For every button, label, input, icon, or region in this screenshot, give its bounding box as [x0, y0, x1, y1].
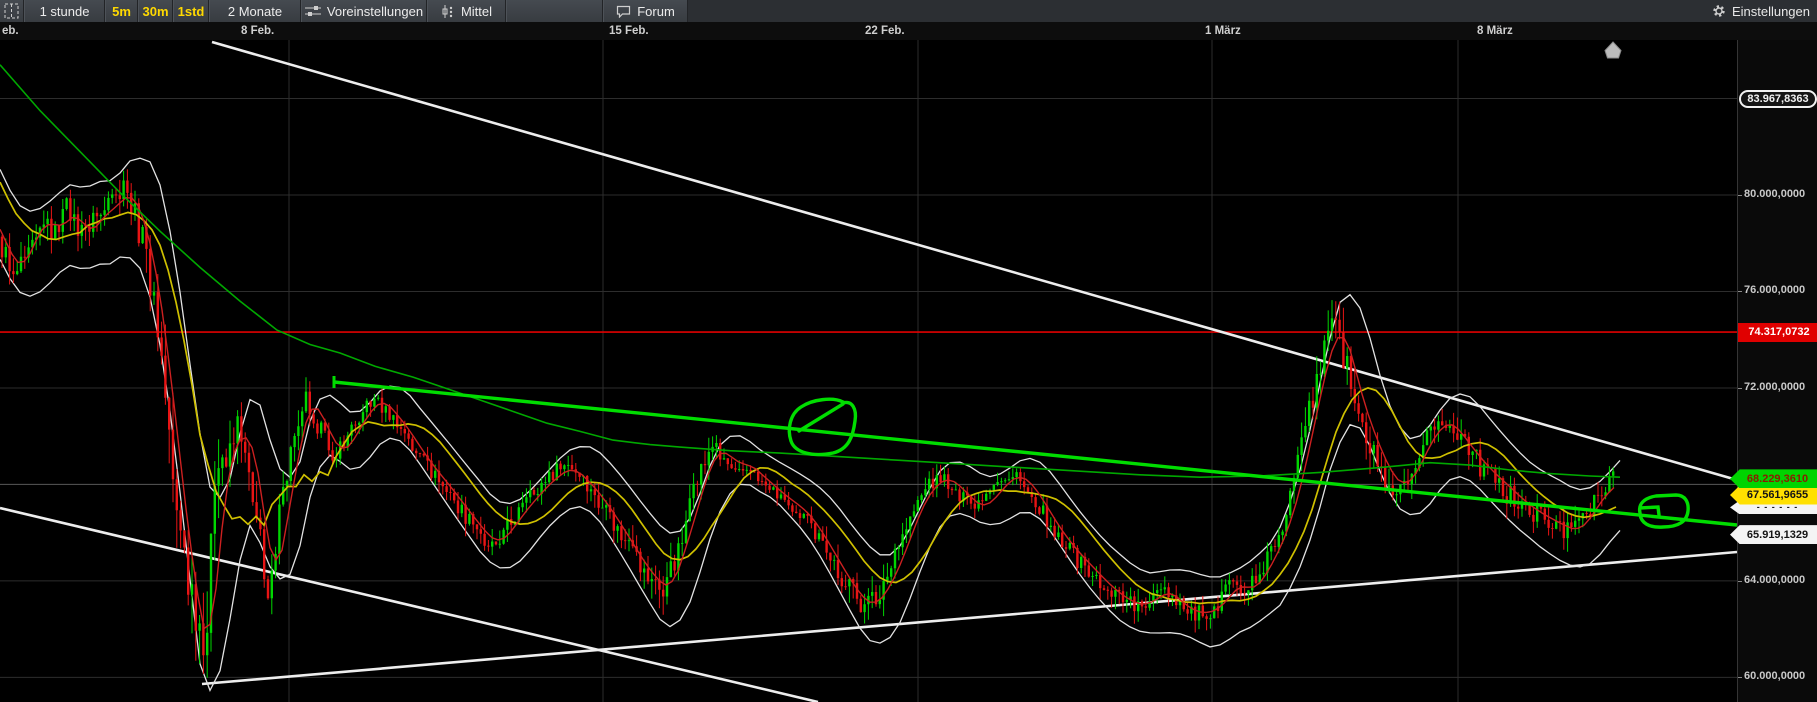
timeframe-label: 1 stunde [39, 3, 90, 19]
indicator-candle-icon [441, 4, 455, 18]
sliders-icon [304, 5, 321, 17]
hand-drawn-circle[interactable] [1637, 493, 1690, 529]
settings-label: Einstellungen [1731, 3, 1810, 19]
price-label: 60.000,0000 [1744, 670, 1806, 683]
ma-yellow [0, 181, 1617, 605]
trendlines [0, 40, 1737, 702]
price-label: 76.000,0000 [1744, 284, 1806, 297]
forum-button[interactable]: Forum [603, 0, 688, 22]
price-axis[interactable]: 80.000,0000 76.000,0000 72.000,0000 64.000,… [1730, 40, 1817, 702]
timeframe-5m-button[interactable]: 5m [105, 0, 138, 22]
price-tag-pill[interactable]: 83.967,8363 [1739, 90, 1817, 109]
date-label: eb. [2, 25, 19, 37]
dashed-grid-icon [3, 3, 21, 19]
axis-tick [1738, 580, 1742, 582]
date-label: 15 Feb. [609, 25, 649, 37]
price-label: 80.000,0000 [1744, 188, 1806, 200]
gridlines [0, 40, 1737, 702]
presets-button[interactable]: Voreinstellungen [301, 0, 427, 22]
timeframe-1std-button[interactable]: 1std [173, 0, 209, 22]
chart-marker-arrow[interactable] [1604, 41, 1622, 59]
range-button[interactable]: 2 Monate [209, 0, 301, 22]
indicators-button[interactable]: Mittel [427, 0, 506, 22]
moving-averages [0, 64, 1621, 630]
axis-tick [1738, 677, 1742, 679]
grid-layout-button[interactable] [0, 0, 24, 22]
price-tag-white: 65.919,1329 [1730, 525, 1817, 545]
axis-tick [1738, 387, 1742, 389]
ma-green [0, 64, 1621, 479]
gear-icon [1712, 4, 1726, 18]
date-label: 1 März [1205, 25, 1241, 37]
chart-canvas[interactable] [0, 40, 1737, 702]
date-label: 22 Feb. [865, 25, 905, 37]
price-tag-green: 68.229,3610 [1730, 469, 1817, 489]
timeframe-30m-button[interactable]: 30m [138, 0, 173, 22]
toolbar-spacer-segment [506, 0, 603, 22]
settings-button[interactable]: Einstellungen [1712, 0, 1810, 22]
ma-red [0, 196, 1615, 630]
speech-bubble-icon [616, 5, 631, 18]
axis-tick [1738, 195, 1742, 196]
candlesticks [0, 169, 1615, 678]
timeframe-button[interactable]: 1 stunde [24, 0, 105, 22]
price-tag-red[interactable]: 74.317,0732 [1738, 322, 1817, 342]
price-label: 64.000,0000 [1744, 573, 1806, 586]
axis-tick [1738, 291, 1742, 293]
price-tag-yellow: 67.561,9655 [1730, 485, 1817, 505]
date-label: 8 März [1477, 25, 1513, 37]
bollinger-bands [0, 157, 1621, 693]
date-label: 8 Feb. [241, 25, 275, 37]
hand-drawn-circle[interactable] [787, 397, 858, 457]
user-drawings[interactable] [332, 41, 1737, 529]
date-axis[interactable]: eb. 8 Feb. 15 Feb. 22 Feb. 1 März 8 März [0, 22, 1817, 41]
price-label: 72.000,0000 [1744, 380, 1806, 393]
chart-toolbar: 1 stunde 5m 30m 1std 2 Monate Voreinstel… [0, 0, 1817, 22]
